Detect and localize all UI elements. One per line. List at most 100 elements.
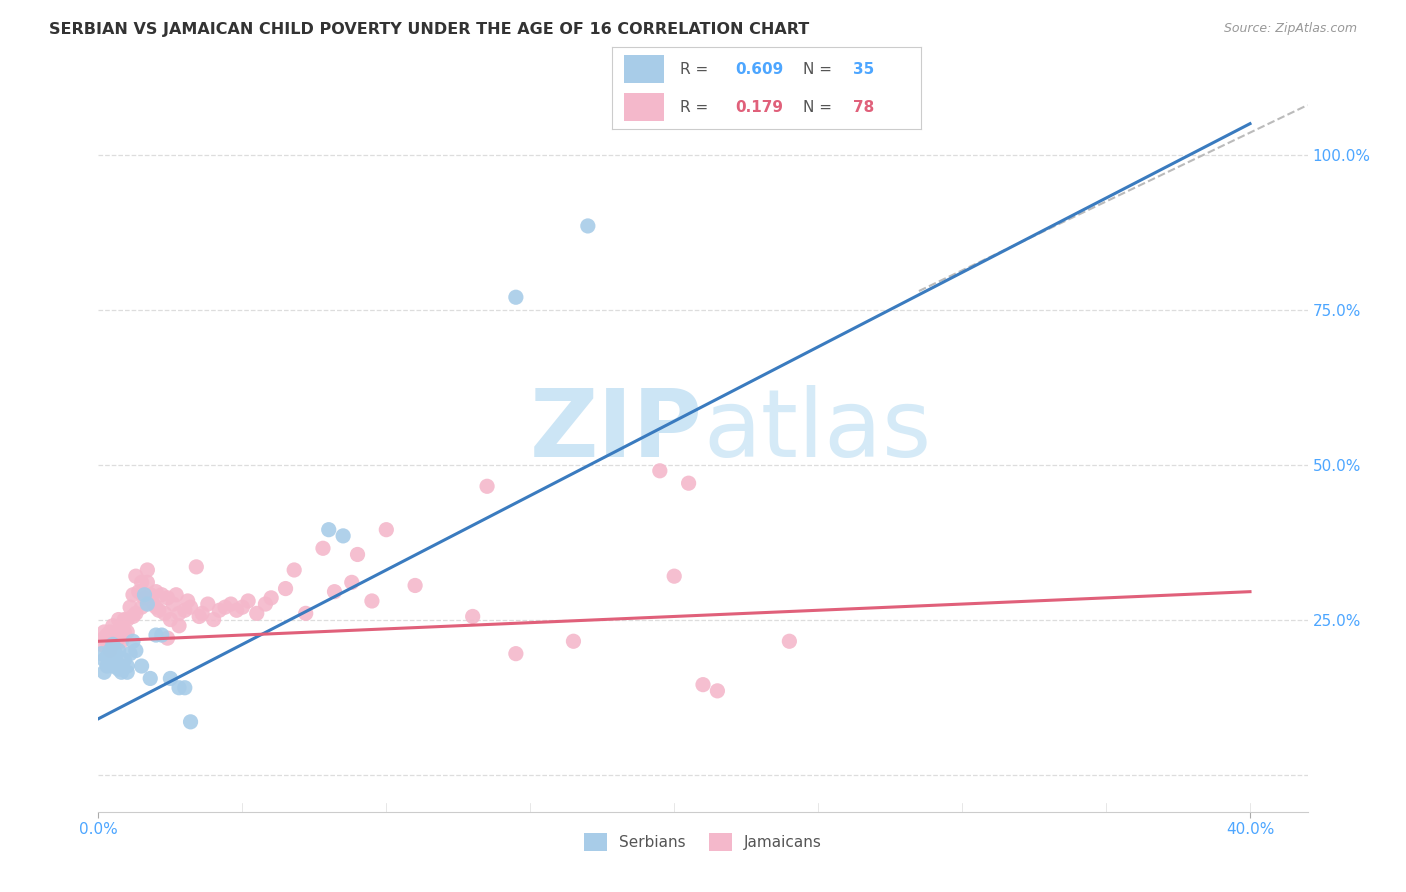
Point bbox=[90, 647, 112, 661]
Point bbox=[197, 597, 219, 611]
Point bbox=[110, 659, 132, 673]
Point bbox=[260, 591, 283, 605]
Point bbox=[110, 665, 132, 680]
Text: N =: N = bbox=[803, 62, 837, 77]
Point bbox=[134, 588, 156, 602]
Point bbox=[346, 548, 368, 562]
Point bbox=[110, 622, 132, 636]
Point bbox=[191, 607, 214, 621]
Point bbox=[246, 607, 269, 621]
Bar bbox=[624, 55, 664, 83]
Point bbox=[156, 591, 179, 605]
Point bbox=[101, 637, 124, 651]
Point bbox=[93, 624, 115, 639]
Point bbox=[131, 575, 153, 590]
Point bbox=[104, 624, 127, 639]
Point bbox=[120, 600, 142, 615]
Point bbox=[576, 219, 599, 233]
Point bbox=[104, 653, 127, 667]
Point bbox=[375, 523, 398, 537]
Point bbox=[692, 678, 714, 692]
Point bbox=[107, 643, 129, 657]
Point bbox=[294, 607, 316, 621]
Text: 78: 78 bbox=[853, 100, 875, 115]
Point bbox=[145, 628, 167, 642]
Point bbox=[107, 662, 129, 676]
Point bbox=[125, 643, 148, 657]
Point bbox=[101, 631, 124, 645]
Point bbox=[156, 631, 179, 645]
Point bbox=[461, 609, 484, 624]
Point bbox=[159, 613, 181, 627]
Point bbox=[98, 643, 121, 657]
Text: R =: R = bbox=[679, 100, 717, 115]
Point bbox=[96, 659, 118, 673]
Point bbox=[283, 563, 305, 577]
Point bbox=[165, 588, 187, 602]
Point bbox=[678, 476, 700, 491]
Point bbox=[180, 600, 202, 615]
Point bbox=[475, 479, 498, 493]
Point bbox=[96, 628, 118, 642]
Point bbox=[107, 613, 129, 627]
Point bbox=[162, 597, 184, 611]
Point bbox=[562, 634, 585, 648]
Text: SERBIAN VS JAMAICAN CHILD POVERTY UNDER THE AGE OF 16 CORRELATION CHART: SERBIAN VS JAMAICAN CHILD POVERTY UNDER … bbox=[49, 22, 810, 37]
Point bbox=[150, 628, 173, 642]
Point bbox=[778, 634, 800, 648]
Point bbox=[122, 588, 145, 602]
Point bbox=[104, 634, 127, 648]
Point bbox=[115, 665, 138, 680]
Point bbox=[101, 619, 124, 633]
Point bbox=[122, 634, 145, 648]
Point bbox=[167, 619, 190, 633]
Text: N =: N = bbox=[803, 100, 837, 115]
Point bbox=[131, 600, 153, 615]
Point bbox=[96, 649, 118, 664]
Point bbox=[231, 600, 253, 615]
Text: 35: 35 bbox=[853, 62, 875, 77]
Point bbox=[318, 523, 340, 537]
Point bbox=[176, 594, 198, 608]
Point bbox=[112, 613, 135, 627]
Bar bbox=[624, 94, 664, 121]
Point bbox=[145, 600, 167, 615]
Point bbox=[208, 603, 231, 617]
Point bbox=[122, 609, 145, 624]
Point bbox=[254, 597, 277, 611]
Point bbox=[214, 600, 236, 615]
Point bbox=[128, 584, 150, 599]
Point bbox=[139, 672, 162, 686]
Point bbox=[93, 653, 115, 667]
Point bbox=[236, 594, 259, 608]
Point bbox=[98, 643, 121, 657]
Point bbox=[159, 672, 181, 686]
Point bbox=[332, 529, 354, 543]
Text: Source: ZipAtlas.com: Source: ZipAtlas.com bbox=[1223, 22, 1357, 36]
Point bbox=[404, 578, 426, 592]
Point bbox=[648, 464, 671, 478]
Point bbox=[115, 659, 138, 673]
Point bbox=[225, 603, 247, 617]
Point bbox=[115, 613, 138, 627]
Point bbox=[167, 681, 190, 695]
Point bbox=[98, 624, 121, 639]
Point bbox=[706, 683, 728, 698]
Point bbox=[505, 647, 527, 661]
Point bbox=[104, 647, 127, 661]
Point bbox=[134, 591, 156, 605]
Point bbox=[188, 609, 211, 624]
Point bbox=[505, 290, 527, 304]
Point bbox=[96, 634, 118, 648]
Point bbox=[125, 607, 148, 621]
Text: R =: R = bbox=[679, 62, 713, 77]
Point bbox=[139, 588, 162, 602]
Point bbox=[323, 584, 346, 599]
Point bbox=[361, 594, 384, 608]
Point bbox=[93, 665, 115, 680]
Point bbox=[101, 637, 124, 651]
Point bbox=[664, 569, 686, 583]
Point bbox=[115, 624, 138, 639]
Point bbox=[107, 631, 129, 645]
Point bbox=[167, 607, 190, 621]
